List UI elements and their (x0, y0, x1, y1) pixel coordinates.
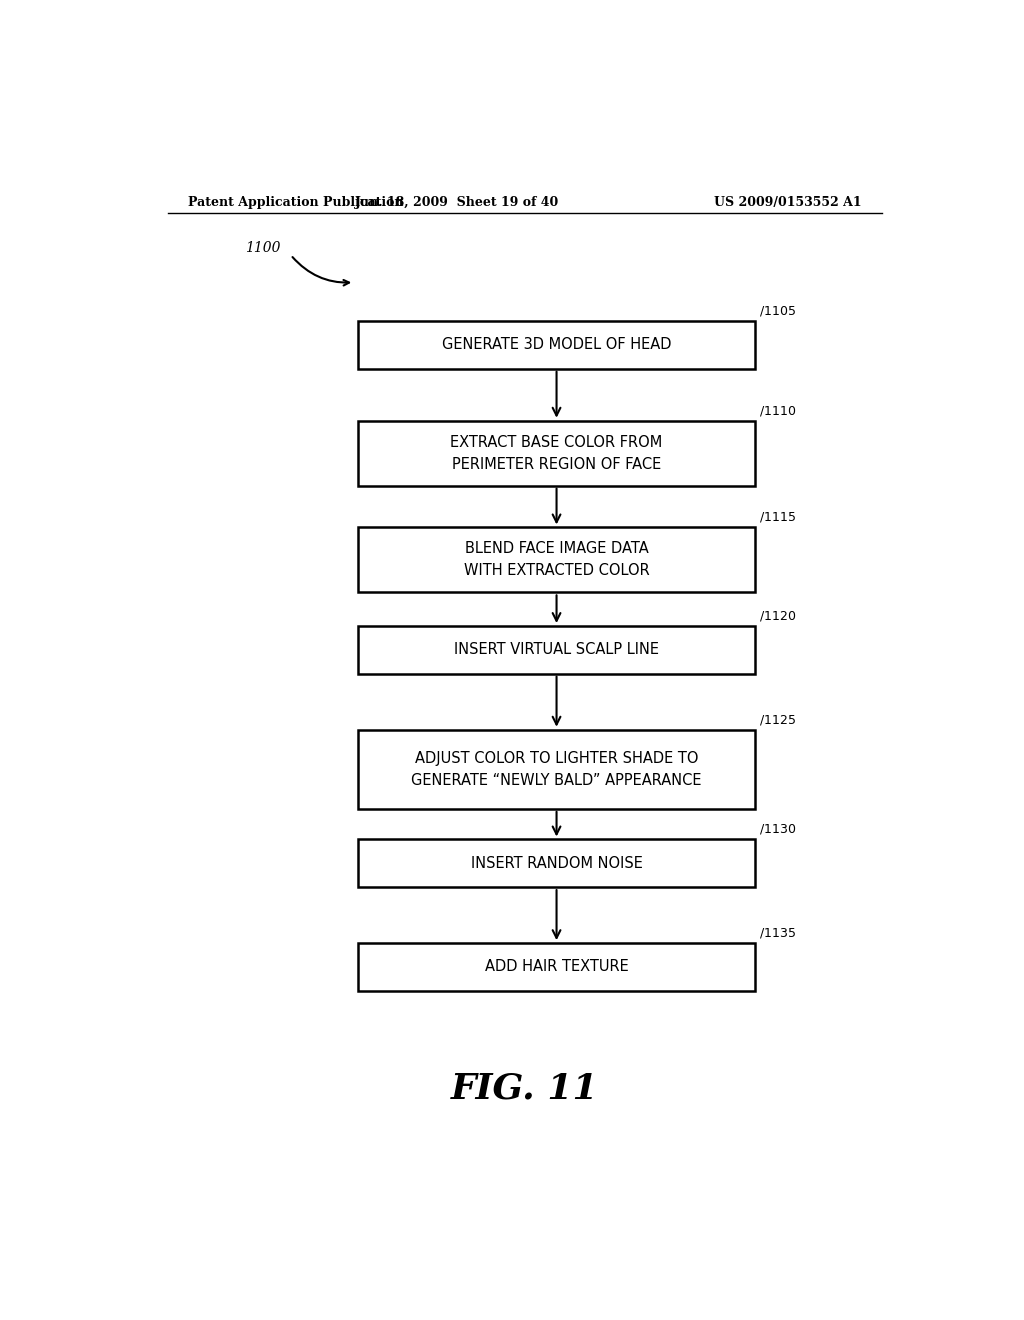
Text: Patent Application Publication: Patent Application Publication (187, 195, 403, 209)
Bar (358, 528, 755, 593)
Text: $\mathit{/1125}$: $\mathit{/1125}$ (759, 713, 796, 726)
Bar (358, 321, 755, 368)
Text: INSERT RANDOM NOISE: INSERT RANDOM NOISE (471, 855, 642, 871)
Text: INSERT VIRTUAL SCALP LINE: INSERT VIRTUAL SCALP LINE (454, 643, 659, 657)
Text: GENERATE 3D MODEL OF HEAD: GENERATE 3D MODEL OF HEAD (441, 338, 672, 352)
Text: $\mathit{/1120}$: $\mathit{/1120}$ (759, 609, 796, 623)
Text: Jun. 18, 2009  Sheet 19 of 40: Jun. 18, 2009 Sheet 19 of 40 (355, 195, 559, 209)
Text: $\mathit{/1110}$: $\mathit{/1110}$ (759, 404, 796, 417)
Bar (358, 421, 755, 486)
Text: $\mathit{/1115}$: $\mathit{/1115}$ (759, 511, 796, 524)
Bar (358, 730, 755, 809)
Text: BLEND FACE IMAGE DATA
WITH EXTRACTED COLOR: BLEND FACE IMAGE DATA WITH EXTRACTED COL… (464, 541, 649, 578)
Text: $\mathit{/1135}$: $\mathit{/1135}$ (759, 927, 796, 940)
Text: 1100: 1100 (246, 240, 281, 255)
Text: ADD HAIR TEXTURE: ADD HAIR TEXTURE (484, 960, 629, 974)
Bar (358, 942, 755, 991)
Bar (358, 626, 755, 673)
Text: $\mathit{/1130}$: $\mathit{/1130}$ (759, 822, 796, 837)
Text: FIG. 11: FIG. 11 (451, 1072, 599, 1105)
Text: ADJUST COLOR TO LIGHTER SHADE TO
GENERATE “NEWLY BALD” APPEARANCE: ADJUST COLOR TO LIGHTER SHADE TO GENERAT… (412, 751, 701, 788)
Text: $\mathit{/1105}$: $\mathit{/1105}$ (759, 304, 796, 318)
Bar (358, 840, 755, 887)
Text: US 2009/0153552 A1: US 2009/0153552 A1 (715, 195, 862, 209)
Text: EXTRACT BASE COLOR FROM
PERIMETER REGION OF FACE: EXTRACT BASE COLOR FROM PERIMETER REGION… (451, 434, 663, 471)
